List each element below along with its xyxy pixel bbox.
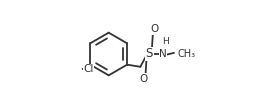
- Text: O: O: [140, 74, 148, 83]
- Text: N: N: [159, 49, 167, 59]
- Text: Cl: Cl: [83, 64, 94, 74]
- Text: CH₃: CH₃: [177, 49, 196, 59]
- Text: O: O: [150, 25, 159, 34]
- Text: H: H: [162, 37, 169, 46]
- Text: S: S: [146, 48, 153, 60]
